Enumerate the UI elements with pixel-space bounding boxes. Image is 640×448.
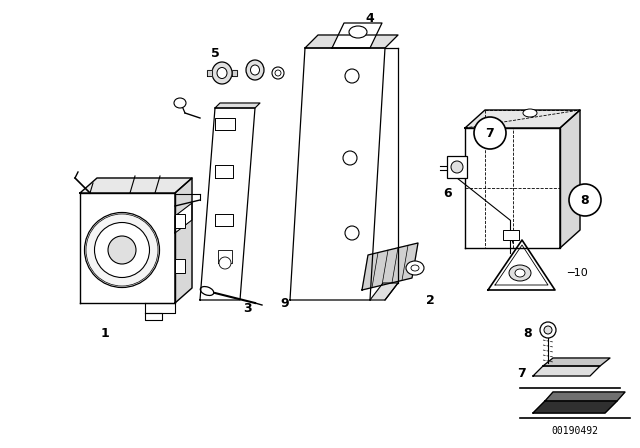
Polygon shape: [543, 358, 610, 366]
Text: 8: 8: [580, 194, 589, 207]
Polygon shape: [545, 392, 625, 401]
Polygon shape: [465, 110, 580, 128]
Polygon shape: [215, 165, 233, 178]
Bar: [175, 259, 185, 273]
Bar: [503, 230, 519, 240]
Ellipse shape: [217, 68, 227, 78]
Polygon shape: [175, 203, 192, 233]
Ellipse shape: [84, 212, 159, 288]
Ellipse shape: [406, 261, 424, 275]
Text: 6: 6: [444, 186, 452, 199]
Polygon shape: [215, 118, 235, 130]
Polygon shape: [200, 108, 255, 300]
Ellipse shape: [272, 67, 284, 79]
Polygon shape: [175, 178, 192, 303]
Ellipse shape: [515, 269, 525, 277]
Polygon shape: [560, 110, 580, 248]
Text: 8: 8: [524, 327, 532, 340]
Polygon shape: [80, 193, 175, 303]
Polygon shape: [145, 313, 162, 320]
Ellipse shape: [349, 26, 367, 38]
Ellipse shape: [219, 257, 231, 269]
Polygon shape: [290, 48, 385, 300]
Ellipse shape: [343, 151, 357, 165]
Ellipse shape: [95, 223, 150, 277]
Ellipse shape: [544, 326, 552, 334]
Polygon shape: [465, 128, 560, 248]
Ellipse shape: [174, 98, 186, 108]
Text: 3: 3: [244, 302, 252, 314]
Polygon shape: [215, 103, 260, 108]
Polygon shape: [488, 240, 555, 290]
Ellipse shape: [200, 287, 214, 296]
Text: 4: 4: [365, 12, 374, 25]
Ellipse shape: [540, 322, 556, 338]
Polygon shape: [215, 214, 233, 226]
Polygon shape: [362, 243, 418, 290]
Text: 9: 9: [281, 297, 289, 310]
Circle shape: [474, 117, 506, 149]
Ellipse shape: [451, 161, 463, 173]
Ellipse shape: [523, 109, 537, 117]
Polygon shape: [145, 303, 175, 313]
Bar: [175, 214, 185, 228]
Bar: [447, 156, 467, 178]
Text: 5: 5: [211, 47, 220, 60]
Circle shape: [569, 184, 601, 216]
Text: ─10: ─10: [567, 268, 588, 278]
Ellipse shape: [345, 69, 359, 83]
Polygon shape: [533, 401, 617, 413]
Ellipse shape: [212, 62, 232, 84]
Polygon shape: [207, 70, 212, 76]
Ellipse shape: [275, 70, 281, 76]
Text: 2: 2: [426, 293, 435, 306]
Polygon shape: [305, 35, 398, 48]
Text: 7: 7: [518, 366, 526, 379]
Text: 1: 1: [100, 327, 109, 340]
Text: 7: 7: [486, 126, 494, 139]
Polygon shape: [533, 366, 600, 376]
Ellipse shape: [108, 236, 136, 264]
Polygon shape: [370, 283, 398, 300]
Ellipse shape: [345, 226, 359, 240]
Polygon shape: [332, 23, 382, 48]
Ellipse shape: [411, 265, 419, 271]
Ellipse shape: [250, 65, 259, 75]
Polygon shape: [232, 70, 237, 76]
Polygon shape: [80, 178, 192, 193]
Ellipse shape: [246, 60, 264, 80]
Text: 00190492: 00190492: [552, 426, 598, 436]
Ellipse shape: [509, 265, 531, 281]
Polygon shape: [218, 250, 232, 263]
